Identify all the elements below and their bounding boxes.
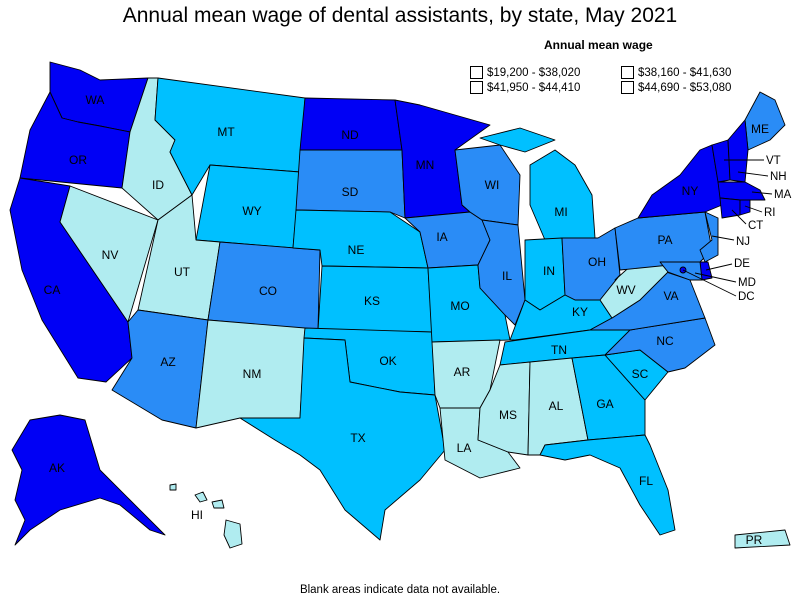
label-SC: SC: [632, 367, 649, 381]
label-AZ: AZ: [160, 355, 175, 369]
label-ID: ID: [152, 178, 164, 192]
label-OR: OR: [69, 153, 87, 167]
state-PR[interactable]: [734, 529, 791, 549]
state-MI-upper[interactable]: [479, 127, 556, 153]
state-AK[interactable]: [11, 414, 166, 546]
label-NY: NY: [682, 184, 699, 198]
label-NC: NC: [656, 334, 674, 348]
legend-label-tier3: $41,950 - $44,410: [487, 81, 581, 94]
label-HI: HI: [191, 508, 203, 522]
state-NY[interactable]: [637, 144, 723, 219]
legend-swatch-tier3: [470, 81, 483, 94]
label-MI: MI: [554, 205, 567, 219]
label-DE: DE: [734, 258, 750, 270]
legend-item-tier3: $41,950 - $44,410: [470, 81, 580, 94]
label-SD: SD: [342, 185, 359, 199]
state-IL[interactable]: [477, 219, 526, 326]
label-WI: WI: [485, 178, 500, 192]
map-title: Annual mean wage of dental assistants, b…: [122, 4, 678, 27]
legend-label-tier1: $19,200 - $38,020: [487, 66, 581, 79]
label-CA: CA: [44, 283, 61, 297]
label-NH: NH: [770, 171, 787, 183]
legend-label-tier4: $44,690 - $53,080: [638, 81, 732, 94]
state-RI[interactable]: [739, 199, 751, 216]
label-MO: MO: [450, 299, 469, 313]
legend-item-tier1: $19,200 - $38,020: [470, 66, 580, 79]
legend-label-tier2: $38,160 - $41,630: [638, 66, 732, 79]
legend-swatch-tier2: [621, 66, 634, 79]
label-WV: WV: [616, 283, 635, 297]
label-FL: FL: [639, 474, 653, 488]
label-IL: IL: [502, 269, 512, 283]
label-CT: CT: [748, 220, 763, 232]
footnote: Blank areas indicate data not available.: [299, 584, 501, 596]
label-UT: UT: [174, 265, 191, 279]
label-NM: NM: [243, 367, 262, 381]
label-AL: AL: [549, 399, 564, 413]
label-TN: TN: [551, 343, 567, 357]
state-MI[interactable]: [529, 149, 596, 241]
label-KS: KS: [364, 294, 380, 308]
label-AK: AK: [49, 461, 65, 475]
label-NE: NE: [348, 243, 365, 257]
state-ND[interactable]: [299, 97, 403, 151]
legend-swatch-tier1: [470, 66, 483, 79]
legend-item-tier2: $38,160 - $41,630: [621, 66, 731, 79]
legend-item-tier4: $44,690 - $53,080: [621, 81, 731, 94]
label-CO: CO: [259, 284, 277, 298]
label-ME: ME: [751, 122, 769, 136]
label-ND: ND: [341, 128, 359, 142]
label-VT: VT: [766, 155, 781, 167]
leader-lines: [682, 159, 773, 297]
label-PA: PA: [657, 233, 672, 247]
label-IN: IN: [543, 264, 555, 278]
state-SD[interactable]: [295, 149, 406, 219]
label-RI: RI: [764, 207, 776, 219]
legend-swatch-tier4: [621, 81, 634, 94]
label-AR: AR: [454, 365, 471, 379]
label-MS: MS: [499, 408, 517, 422]
label-WA: WA: [86, 93, 105, 107]
label-PR: PR: [746, 533, 763, 547]
label-MD: MD: [738, 277, 756, 289]
label-VA: VA: [663, 289, 678, 303]
label-MA: MA: [774, 189, 792, 201]
label-LA: LA: [457, 441, 472, 455]
label-MT: MT: [217, 125, 235, 139]
label-OK: OK: [379, 354, 396, 368]
label-OH: OH: [588, 255, 606, 269]
state-ME[interactable]: [744, 91, 786, 151]
state-FL[interactable]: [539, 434, 676, 536]
label-KY: KY: [572, 305, 588, 319]
label-TX: TX: [350, 431, 365, 445]
state-TX[interactable]: [239, 337, 446, 541]
state-GA[interactable]: [571, 354, 646, 441]
label-WY: WY: [242, 204, 261, 218]
state-MA[interactable]: [717, 181, 766, 201]
label-GA: GA: [596, 397, 613, 411]
label-IA: IA: [436, 230, 447, 244]
legend-title: Annual mean wage: [544, 38, 653, 52]
label-NJ: NJ: [736, 236, 750, 248]
label-MN: MN: [416, 158, 435, 172]
label-DC: DC: [738, 291, 755, 303]
label-NV: NV: [102, 248, 119, 262]
state-HI[interactable]: [169, 483, 243, 549]
state-NH[interactable]: [727, 119, 749, 183]
